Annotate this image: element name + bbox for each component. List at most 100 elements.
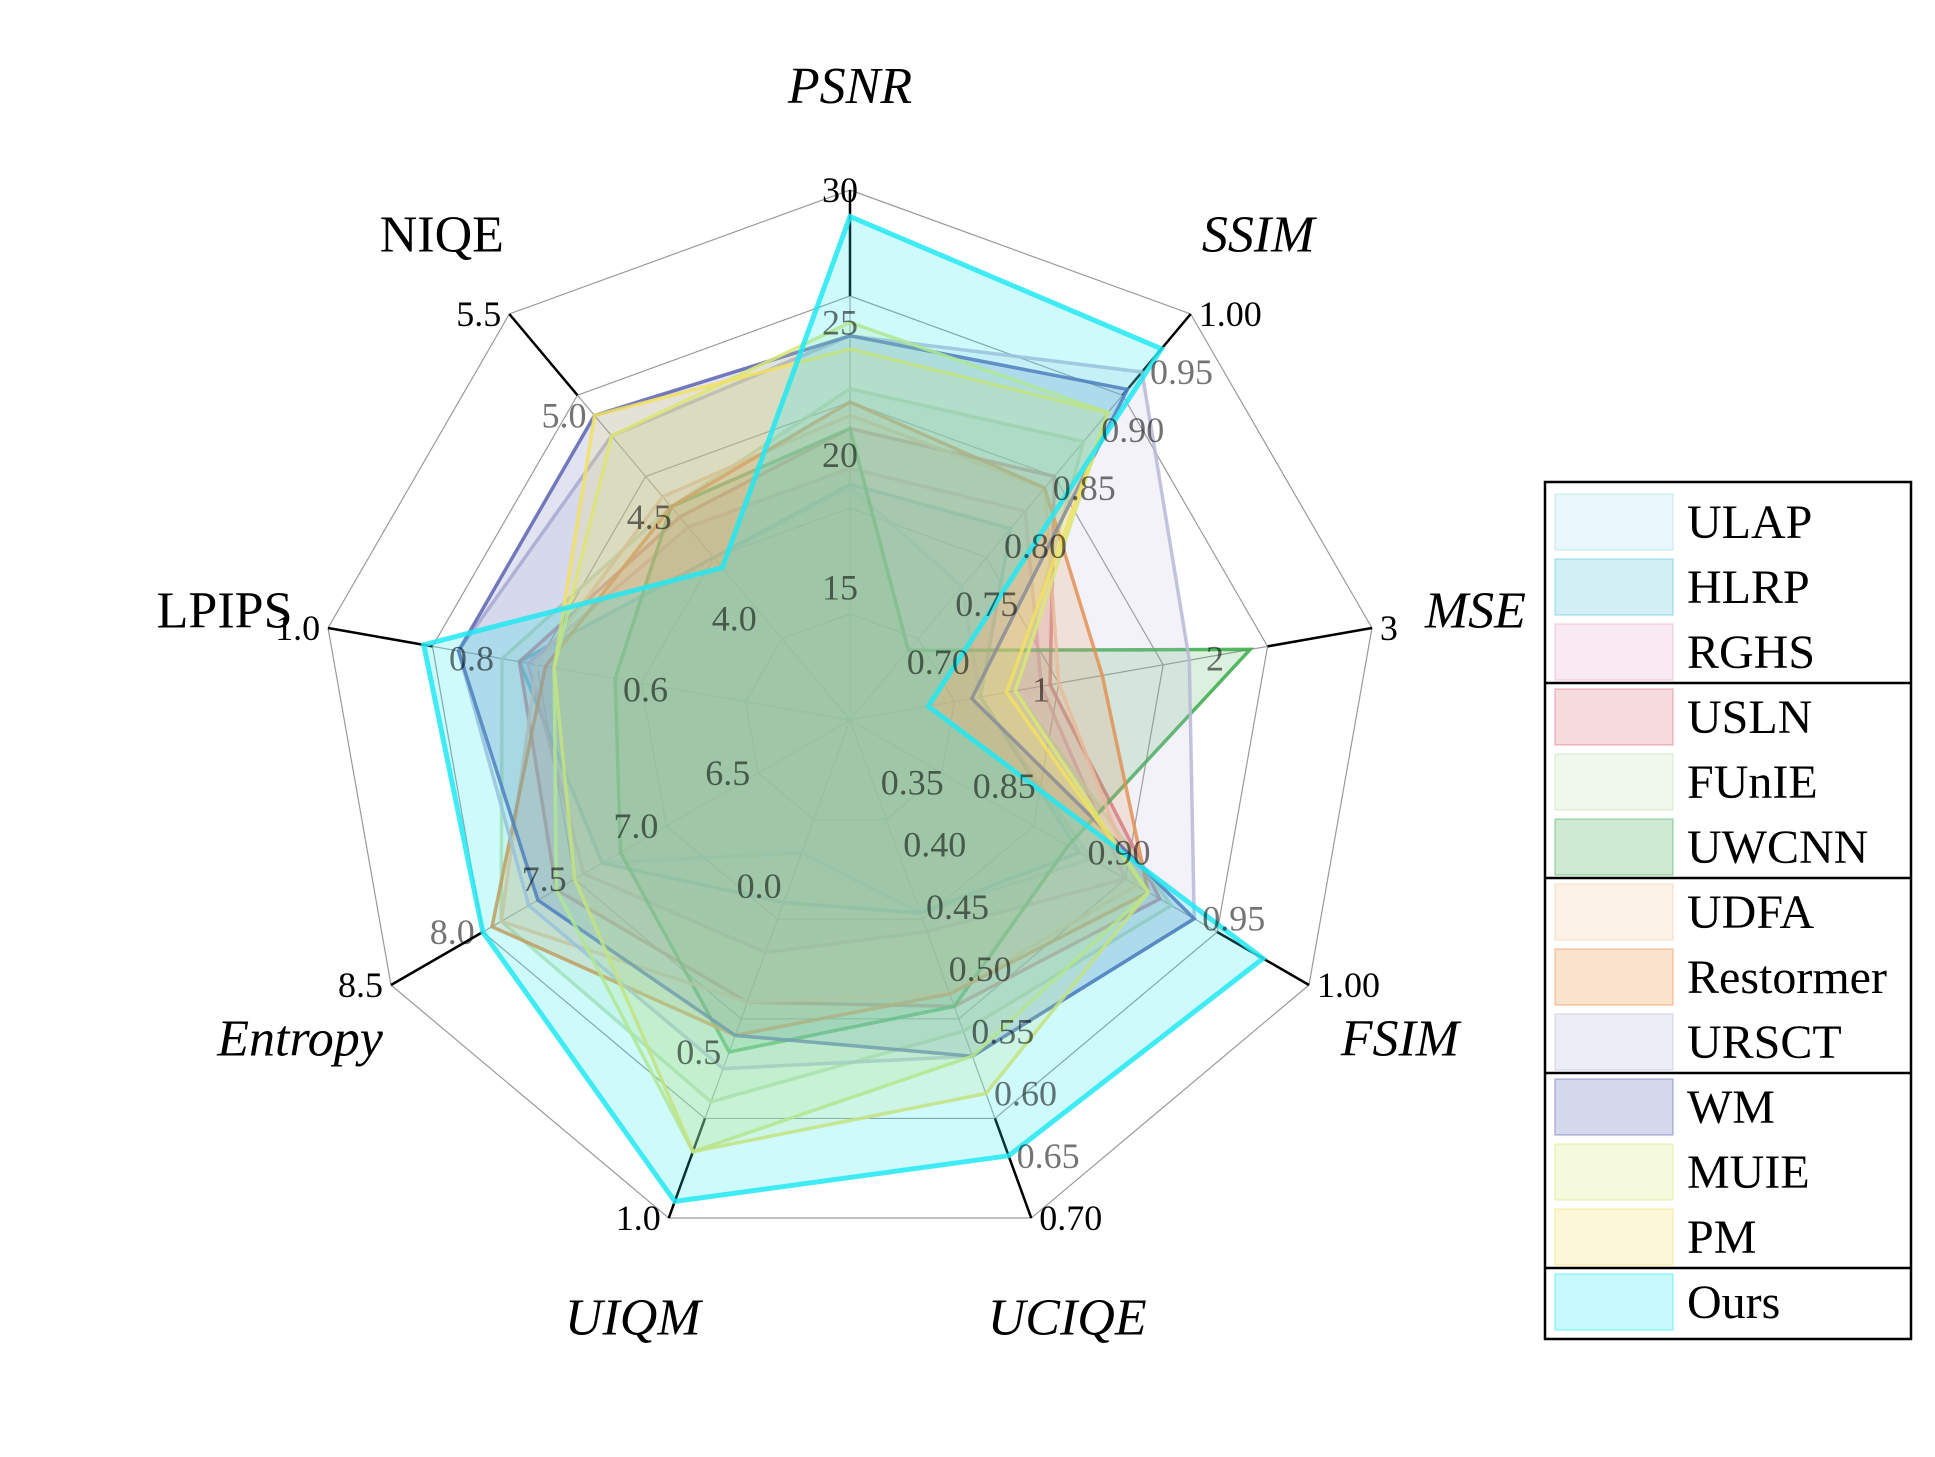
series-polygon-pm <box>552 347 1151 1154</box>
tick-label: 0.40 <box>903 825 966 865</box>
axis-title-niqe: NIQE <box>380 207 504 264</box>
tick-label: 0.80 <box>1004 526 1067 566</box>
tick-label: 1.0 <box>616 1198 661 1238</box>
tick-label: 0.85 <box>1053 468 1116 508</box>
tick-label: 0.60 <box>994 1074 1057 1114</box>
series-polygon-ursct <box>456 334 1196 1071</box>
legend-swatch-restormer <box>1554 948 1674 1006</box>
axis-spoke-inner <box>849 394 1124 721</box>
axis-title-lpips: LPIPS <box>157 583 293 640</box>
tick-label: 8.5 <box>338 965 383 1005</box>
legend-label-ulap: ULAP <box>1687 496 1812 549</box>
tick-label: 0.85 <box>973 766 1036 806</box>
legend-label-uwcnn: UWCNN <box>1687 821 1868 874</box>
legend-swatch-uwcnn <box>1554 818 1674 876</box>
legend-swatch-ours <box>1554 1273 1674 1331</box>
axis-title-uciqe: UCIQE <box>988 1290 1147 1347</box>
legend-swatch-usln <box>1554 688 1674 746</box>
legend-box <box>1543 480 1913 1341</box>
legend-label-muie: MUIE <box>1687 1146 1810 1199</box>
tick-label: 0.90 <box>1088 833 1151 873</box>
tick-label: 3 <box>1380 608 1398 648</box>
tick-label: 20 <box>822 435 858 475</box>
series-polygon-ours <box>420 213 1268 1205</box>
tick-label: 4.5 <box>627 497 672 537</box>
series-polygon-wm <box>456 333 1198 1058</box>
axis-spoke-outer <box>390 930 484 987</box>
axis-spoke-inner <box>849 719 996 1119</box>
tick-label: 0.95 <box>1202 899 1265 939</box>
tick-label: 5.0 <box>542 396 587 436</box>
tick-label: 7.0 <box>613 806 658 846</box>
axis-title-mse: MSE <box>1424 583 1526 640</box>
tick-label: 6.5 <box>705 753 750 793</box>
axis-title-entropy: Entropy <box>216 1011 384 1068</box>
legend-label-udfa: UDFA <box>1687 886 1814 939</box>
legend-label-usln: USLN <box>1687 691 1812 744</box>
tick-label: 0.70 <box>1039 1198 1102 1238</box>
axis-spoke-outer <box>1267 626 1373 648</box>
tick-label: 25 <box>822 303 858 343</box>
grid-ring <box>431 295 1269 1120</box>
legend-label-rghs: RGHS <box>1687 626 1815 679</box>
axis-spoke-outer <box>993 1118 1033 1219</box>
tick-label: 30 <box>822 170 858 210</box>
series-layer <box>420 213 1268 1205</box>
legend-swatch-rghs <box>1554 623 1674 681</box>
grid-ring <box>640 507 1060 920</box>
axis-spoke-inner <box>482 719 851 933</box>
series-polygon-restormer <box>490 400 1151 1038</box>
axis-title-uiqm: UIQM <box>565 1290 703 1347</box>
tick-label: 1.00 <box>1317 965 1380 1005</box>
series-polygon-hlrp <box>517 482 1083 915</box>
tick-label: 0.0 <box>737 866 782 906</box>
tick-label: 7.5 <box>522 859 567 899</box>
legend-swatch-muie <box>1554 1143 1674 1201</box>
tick-label: 15 <box>822 568 858 608</box>
tick-label: 0.70 <box>907 642 970 682</box>
tick-label: 0.90 <box>1101 410 1164 450</box>
tick-label: 1 <box>1032 669 1050 709</box>
tick-label: 0.5 <box>676 1032 721 1072</box>
axis-title-ssim: SSIM <box>1202 207 1317 264</box>
legend-swatch-hlrp <box>1554 558 1674 616</box>
tick-label: 0.65 <box>1017 1136 1080 1176</box>
legend-label-ours: Ours <box>1687 1276 1780 1329</box>
tick-layer: 15 20 25 30 0.70 0.75 0.80 0.85 0.90 0.95 1.00 1 2 3 0… <box>275 170 1398 1238</box>
axis-spoke-outer <box>327 626 433 648</box>
legend: ULAP HLRP RGHS USLN FUnIE UWCNN UDFA Restormer U… <box>1543 480 1913 1341</box>
tick-label: 8.0 <box>430 912 475 952</box>
axis-spoke-inner <box>849 719 1218 933</box>
axis-title-psnr: PSNR <box>787 58 912 115</box>
legend-label-funie: FUnIE <box>1687 756 1818 809</box>
tick-label: 0.75 <box>955 584 1018 624</box>
legend-label-wm: WM <box>1687 1081 1775 1134</box>
legend-swatch-pm <box>1554 1208 1674 1266</box>
tick-label: 0.6 <box>623 669 668 709</box>
legend-swatch-ulap <box>1554 493 1674 551</box>
tick-label: 5.5 <box>456 294 501 334</box>
tick-label: 0.95 <box>1150 352 1213 392</box>
grid-ring <box>327 189 1373 1219</box>
legend-label-ursct: URSCT <box>1687 1016 1842 1069</box>
legend-swatch-ursct <box>1554 1013 1674 1071</box>
legend-label-pm: PM <box>1687 1211 1756 1264</box>
grid-ring <box>536 401 1164 1020</box>
legend-label-hlrp: HLRP <box>1687 561 1810 614</box>
tick-label: 4.0 <box>712 599 757 639</box>
axis-title-layer: PSNR SSIM MSE FSIM UCIQE UIQM Entropy LPIPS NIQE <box>157 58 1526 1347</box>
tick-label: 0.45 <box>926 887 989 927</box>
tick-label: 0.55 <box>971 1011 1034 1051</box>
legend-swatch-funie <box>1554 753 1674 811</box>
legend-swatch-udfa <box>1554 883 1674 941</box>
series-polygon-muie <box>552 320 1151 1154</box>
tick-label: 1.00 <box>1199 294 1262 334</box>
axis-title-fsim: FSIM <box>1340 1011 1462 1068</box>
legend-label-restormer: Restormer <box>1687 951 1887 1004</box>
tick-label: 0.35 <box>881 762 944 802</box>
legend-swatch-wm <box>1554 1078 1674 1136</box>
axis-spoke-outer <box>508 313 579 397</box>
tick-label: 2 <box>1206 639 1224 679</box>
